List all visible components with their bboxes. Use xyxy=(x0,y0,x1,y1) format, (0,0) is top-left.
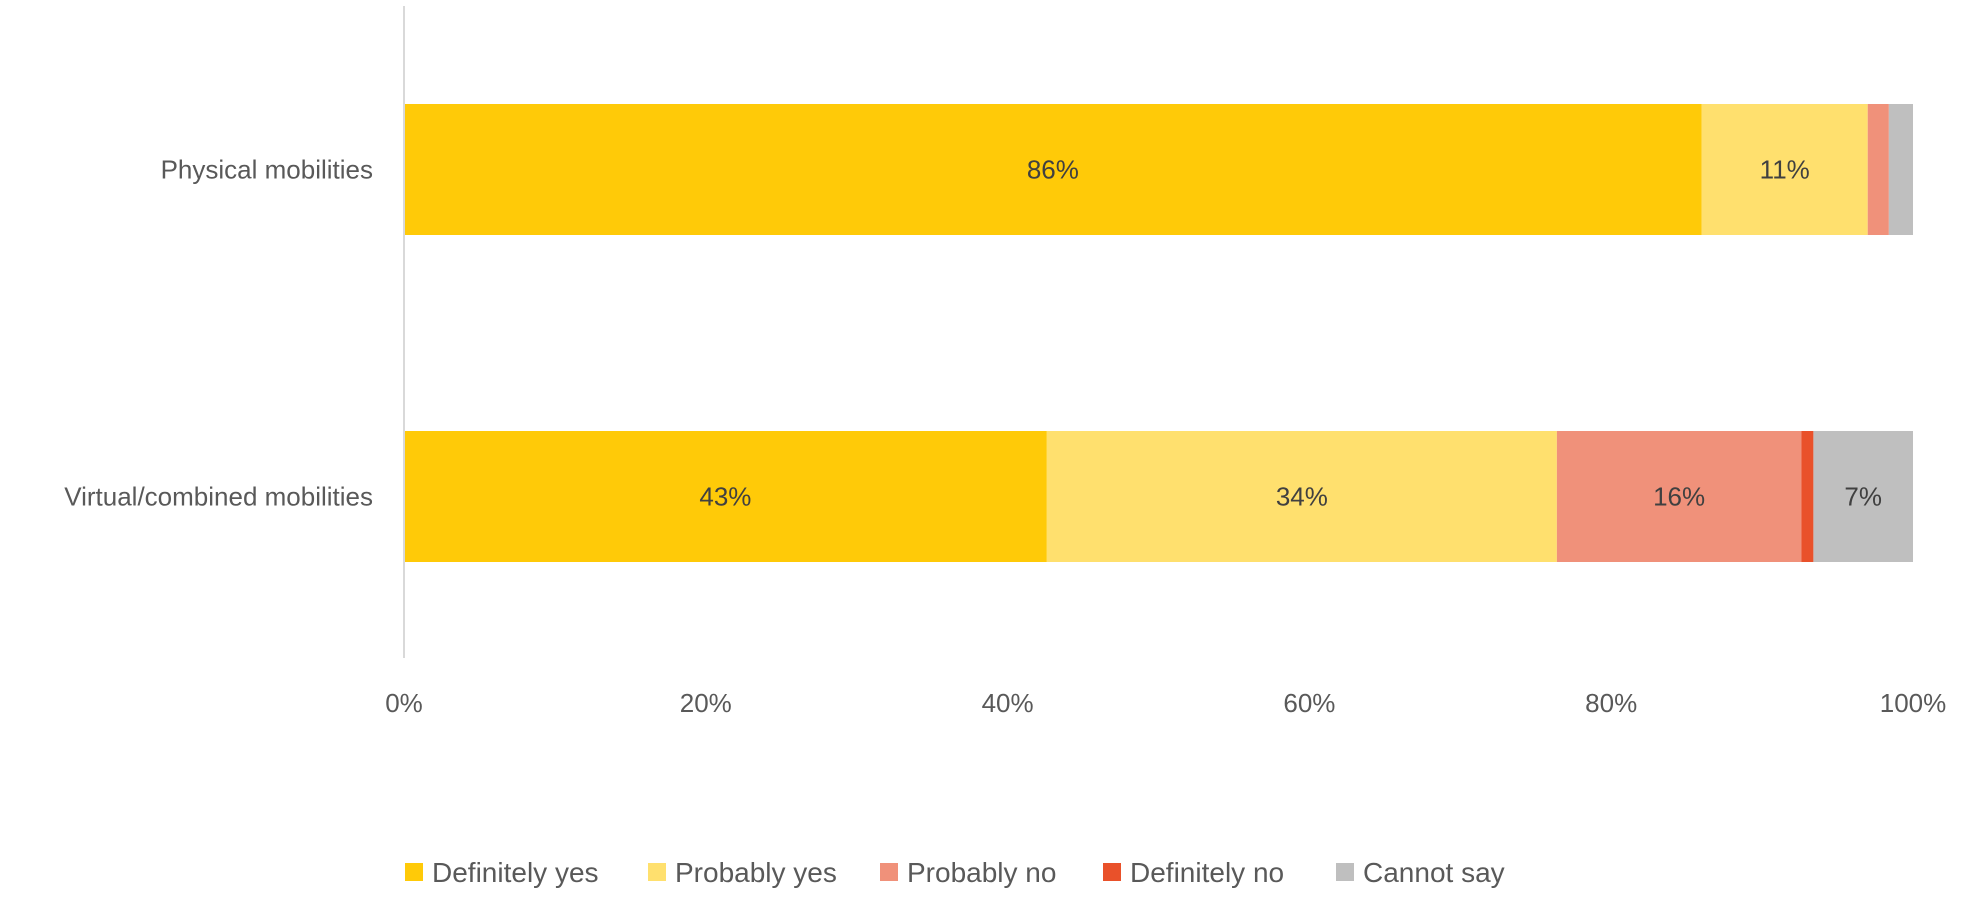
bar-segment-4-0 xyxy=(1888,104,1913,235)
legend-label-2: Probably no xyxy=(907,857,1056,888)
bar-segment-1-0 xyxy=(1701,104,1868,235)
bar-segment-0-1 xyxy=(404,431,1047,562)
category-label-1: Virtual/combined mobilities xyxy=(64,482,373,512)
x-tick-label-5: 100% xyxy=(1880,688,1947,718)
bar-segment-2-0 xyxy=(1867,104,1889,235)
bar-segment-1-1 xyxy=(1046,431,1557,562)
legend-swatch-2 xyxy=(880,863,898,881)
labels-group: 86% 11% 43% 34% 16% 7% xyxy=(699,155,1882,512)
legend: Definitely yes Probably yes Probably no Def… xyxy=(405,857,1505,888)
bar-segment-4-1 xyxy=(1813,431,1913,562)
legend-swatch-1 xyxy=(648,863,666,881)
data-label-1-1: 34% xyxy=(1276,482,1328,512)
bar-segment-3-1 xyxy=(1801,431,1814,562)
legend-label-3: Definitely no xyxy=(1130,857,1284,888)
x-tick-label-3: 60% xyxy=(1283,688,1335,718)
legend-label-0: Definitely yes xyxy=(432,857,599,888)
axes-group: Physical mobilities Virtual/combined mobi… xyxy=(64,6,1946,718)
category-label-0: Physical mobilities xyxy=(161,155,373,185)
bars-group xyxy=(404,104,1913,562)
x-tick-label-1: 20% xyxy=(680,688,732,718)
data-label-0-0: 86% xyxy=(1027,155,1079,185)
bar-segment-2-1 xyxy=(1556,431,1802,562)
x-tick-label-2: 40% xyxy=(982,688,1034,718)
bar-segment-0-0 xyxy=(404,104,1702,235)
legend-swatch-3 xyxy=(1103,863,1121,881)
data-label-0-1: 43% xyxy=(699,482,751,512)
x-tick-label-0: 0% xyxy=(385,688,423,718)
legend-label-4: Cannot say xyxy=(1363,857,1505,888)
data-label-1-0: 11% xyxy=(1760,155,1810,185)
data-label-4-1: 7% xyxy=(1844,482,1882,512)
legend-swatch-0 xyxy=(405,863,423,881)
x-tick-label-4: 80% xyxy=(1585,688,1637,718)
data-label-2-1: 16% xyxy=(1653,482,1705,512)
legend-label-1: Probably yes xyxy=(675,857,837,888)
legend-swatch-4 xyxy=(1336,863,1354,881)
